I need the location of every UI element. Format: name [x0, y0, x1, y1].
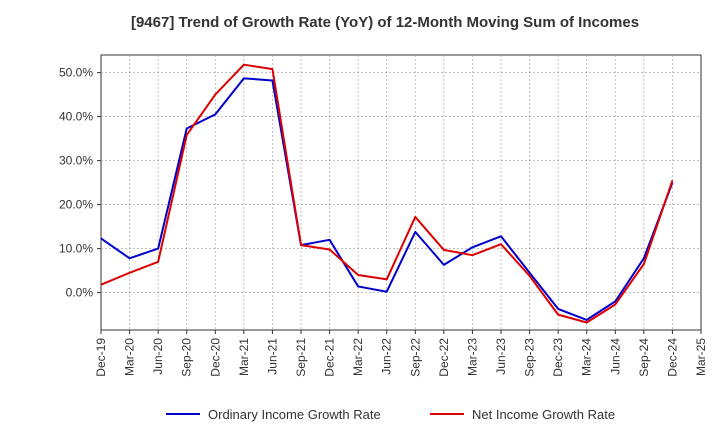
x-tick-label: Dec-23 — [551, 338, 565, 377]
x-tick-label: Sep-21 — [294, 338, 308, 377]
chart-title: [9467] Trend of Growth Rate (YoY) of 12-… — [131, 14, 639, 31]
x-tick-label: Jun-20 — [151, 338, 165, 375]
y-tick-label: 50.0% — [59, 66, 93, 80]
y-tick-label: 30.0% — [59, 154, 93, 168]
x-tick-label: Mar-23 — [465, 338, 479, 376]
y-axis-tick-labels: 0.0% 10.0% 20.0% 30.0% 40.0% 50.0% — [59, 66, 101, 300]
x-tick-label: Dec-20 — [208, 338, 222, 377]
legend: Ordinary Income Growth Rate Net Income Gr… — [166, 407, 615, 422]
x-tick-label: Mar-20 — [123, 338, 137, 376]
series-lines — [100, 63, 674, 324]
series-line-net-income — [100, 63, 674, 324]
x-tick-label: Dec-21 — [323, 338, 337, 377]
y-tick-label: 20.0% — [59, 198, 93, 212]
x-tick-label: Jun-24 — [608, 338, 622, 375]
y-tick-label: 0.0% — [66, 286, 94, 300]
x-tick-label: Jun-22 — [380, 338, 394, 375]
plot-area — [100, 54, 702, 331]
x-tick-label: Dec-24 — [665, 338, 679, 377]
x-tick-label: Mar-22 — [351, 338, 365, 376]
x-tick-label: Jun-21 — [265, 338, 279, 375]
x-tick-label: Dec-19 — [94, 338, 108, 377]
y-tick-label: 40.0% — [59, 110, 93, 124]
series-line-ordinary-income — [100, 77, 674, 321]
x-tick-label: Mar-21 — [237, 338, 251, 376]
x-tick-label: Sep-24 — [637, 338, 651, 377]
x-tick-label: Dec-22 — [437, 338, 451, 377]
legend-label: Ordinary Income Growth Rate — [208, 407, 381, 422]
x-tick-label: Mar-24 — [580, 338, 594, 376]
x-axis-tick-labels: Dec-19 Mar-20 Jun-20 Sep-20 Dec-20 Mar-21 Jun-… — [94, 330, 708, 377]
legend-label: Net Income Growth Rate — [472, 407, 615, 422]
x-tick-label: Sep-22 — [408, 338, 422, 377]
x-tick-label: Mar-25 — [694, 338, 708, 376]
x-tick-label: Sep-23 — [523, 338, 537, 377]
x-tick-label: Jun-23 — [494, 338, 508, 375]
grid-lines — [101, 55, 701, 330]
x-tick-label: Sep-20 — [180, 338, 194, 377]
y-tick-label: 10.0% — [59, 242, 93, 256]
